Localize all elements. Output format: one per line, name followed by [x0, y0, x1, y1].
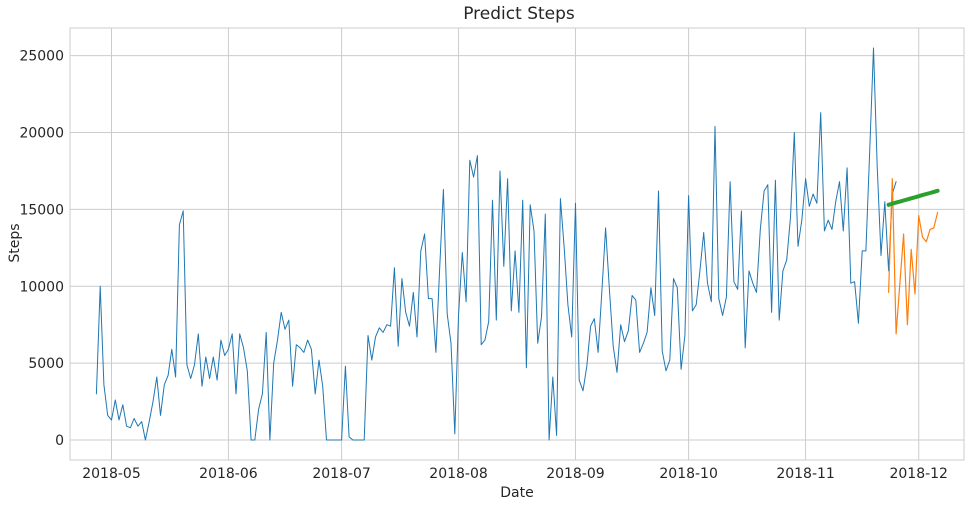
series-forecast-line [886, 188, 940, 207]
x-tick-label: 2018-10 [659, 466, 718, 482]
plot-frame [69, 27, 965, 461]
x-tick-label: 2018-11 [776, 466, 835, 482]
y-tick-label: 25000 [19, 49, 64, 65]
y-axis-label: Steps [7, 223, 23, 262]
x-tick-labels: 2018-05 2018-06 2018-07 2018-08 2018-09 2018-… [82, 466, 948, 482]
x-tick-label: 2018-07 [312, 466, 371, 482]
series-group [95, 47, 940, 441]
grid [70, 28, 964, 460]
series-actual-line [887, 178, 939, 335]
x-tick-label: 2018-12 [889, 466, 948, 482]
x-tick-label: 2018-06 [199, 466, 258, 482]
chart-title: Predict Steps [463, 4, 575, 24]
y-tick-label: 10000 [19, 279, 64, 295]
y-tick-label: 15000 [19, 202, 64, 218]
x-tick-label: 2018-08 [429, 466, 488, 482]
x-tick-label: 2018-09 [546, 466, 605, 482]
series-observed-line [95, 47, 897, 441]
x-tick-label: 2018-05 [82, 466, 141, 482]
y-tick-labels: 0 5000 10000 15000 20000 25000 [19, 49, 64, 449]
y-tick-label: 5000 [28, 356, 64, 372]
y-tick-label: 20000 [19, 126, 64, 142]
y-tick-label: 0 [55, 433, 64, 449]
x-axis-label: Date [500, 485, 533, 501]
